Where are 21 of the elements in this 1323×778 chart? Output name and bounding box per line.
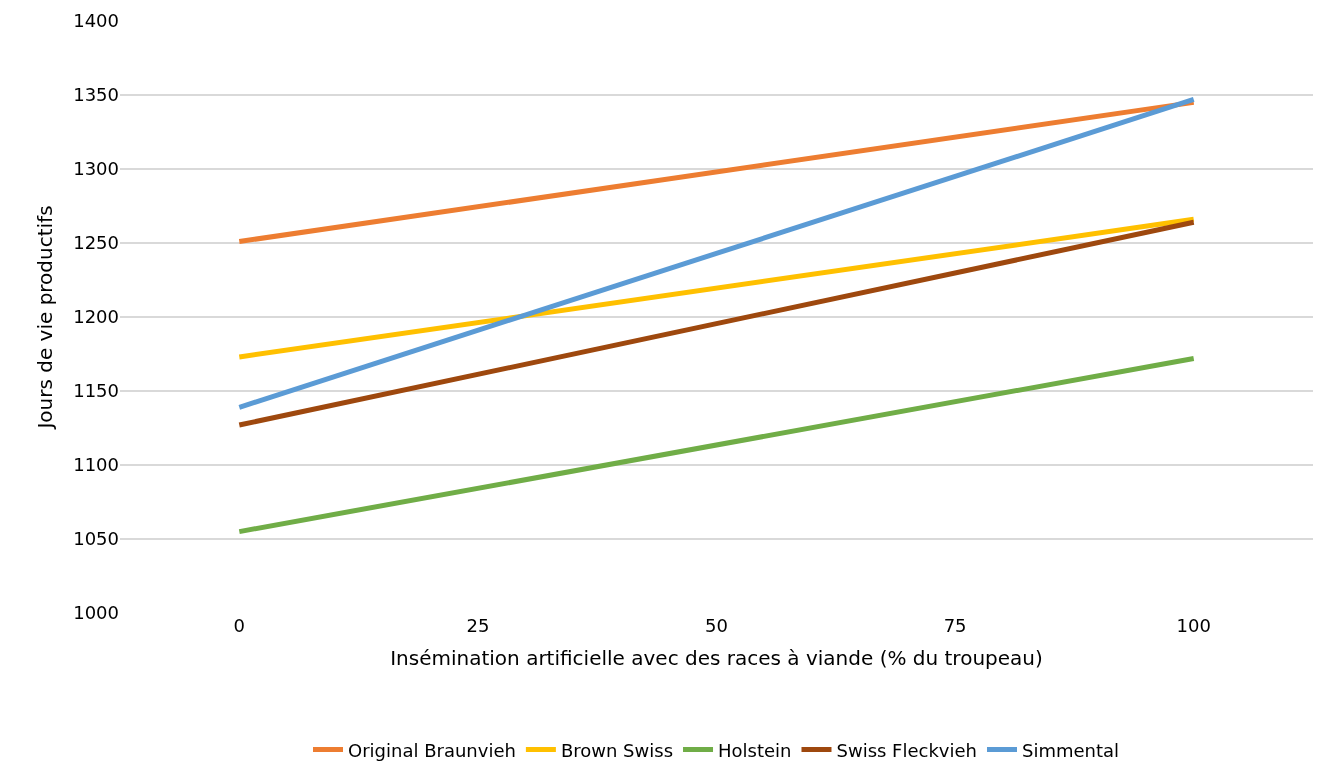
x-tick-label: 50 bbox=[705, 615, 728, 636]
legend-label: Original Braunvieh bbox=[348, 739, 516, 761]
y-tick-label: 1050 bbox=[73, 528, 119, 550]
y-tick-label: 1200 bbox=[73, 306, 119, 328]
legend-label: Brown Swiss bbox=[560, 739, 674, 761]
y-tick-label: 1100 bbox=[73, 454, 119, 476]
y-tick-label: 1300 bbox=[73, 158, 119, 180]
x-tick-label: 0 bbox=[233, 615, 246, 636]
x-tick-label: 100 bbox=[1176, 615, 1211, 636]
y-tick-label: 1250 bbox=[73, 232, 119, 254]
y-tick-label: 1150 bbox=[73, 380, 119, 402]
x-tick-label: 75 bbox=[943, 615, 967, 636]
x-axis-title: Insémination artificielle avec des races à viande (% du troupeau) bbox=[390, 645, 1043, 670]
legend-label: Swiss Fleckvieh bbox=[836, 739, 977, 761]
y-tick-label: 1400 bbox=[73, 10, 119, 32]
x-tick-label: 25 bbox=[466, 615, 490, 636]
legend-label: Holstein bbox=[718, 739, 792, 761]
y-tick-label: 1350 bbox=[73, 84, 119, 106]
legend-label: Simmental bbox=[1022, 739, 1120, 761]
y-axis-title: Jours de vie productifs bbox=[32, 205, 57, 431]
y-tick-label: 1000 bbox=[73, 602, 119, 624]
